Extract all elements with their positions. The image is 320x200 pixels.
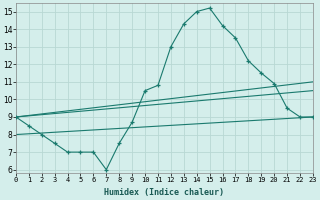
X-axis label: Humidex (Indice chaleur): Humidex (Indice chaleur) [104,188,224,197]
